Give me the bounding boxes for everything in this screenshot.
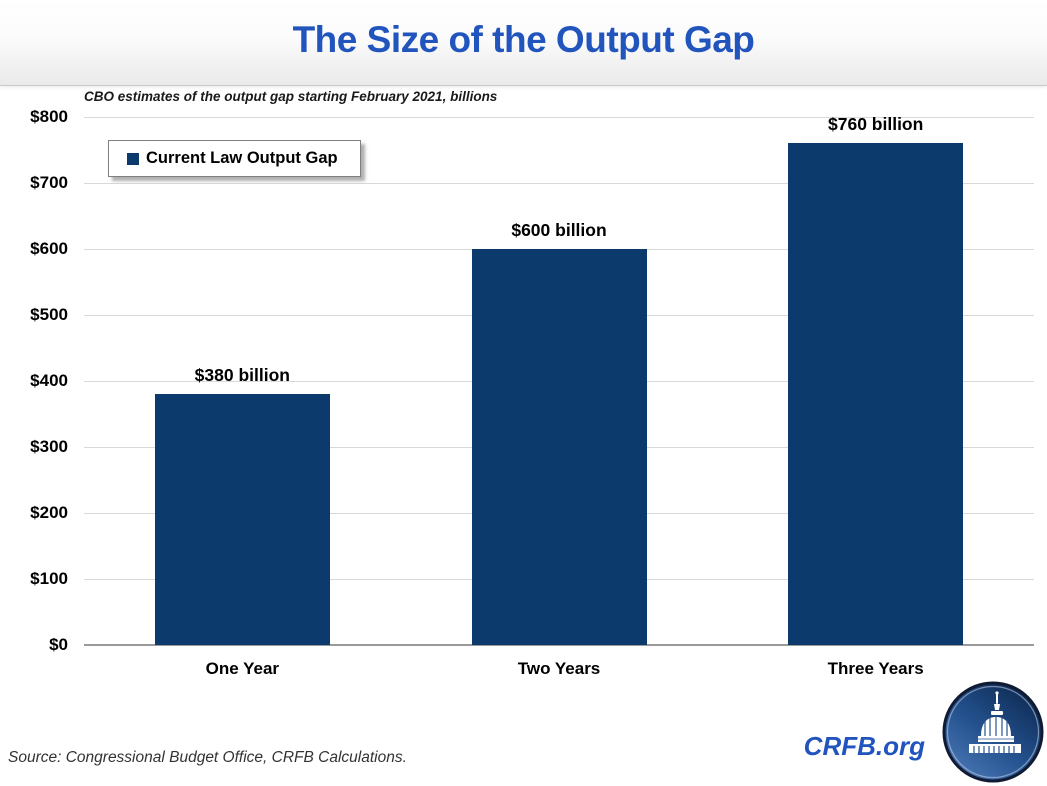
source-note: Source: Congressional Budget Office, CRF…: [8, 749, 407, 766]
y-tick-label: $400: [30, 371, 68, 390]
legend-box: Current Law Output Gap: [108, 140, 361, 177]
chart-title: The Size of the Output Gap: [292, 19, 755, 60]
y-tick-label: $200: [30, 503, 68, 522]
legend-label: Current Law Output Gap: [146, 149, 338, 167]
y-tick-label: $500: [30, 305, 68, 324]
gridline: [84, 183, 1034, 184]
capitol-dome-icon: [942, 681, 1044, 783]
x-axis-line: [84, 644, 1034, 646]
bar-value-label: $600 billion: [511, 220, 607, 240]
y-tick-label: $700: [30, 173, 68, 192]
bar-value-label: $380 billion: [194, 365, 290, 386]
x-category-label: One Year: [205, 659, 280, 678]
x-category-label: Three Years: [827, 659, 924, 678]
legend-swatch-icon: [127, 152, 139, 165]
bar: [471, 249, 647, 645]
bar-value-label: $760 billion: [828, 114, 924, 135]
bar: [788, 143, 964, 645]
chart-subtitle: CBO estimates of the output gap starting…: [84, 89, 498, 104]
y-tick-label: $300: [30, 437, 68, 456]
brand-text: CRFB.org: [803, 731, 925, 761]
y-tick-label: $0: [49, 635, 68, 654]
bar: [154, 394, 330, 645]
y-tick-label: $600: [30, 239, 68, 258]
y-tick-label: $800: [30, 107, 68, 126]
header-band: The Size of the Output Gap: [0, 0, 1047, 86]
gridline: [84, 117, 1034, 118]
y-tick-label: $100: [30, 569, 68, 588]
plot-area: $0 $100 $200 $300 $400 $500 $600 $700 $800 $380 b…: [30, 107, 1034, 678]
x-category-label: Two Years: [517, 659, 601, 678]
